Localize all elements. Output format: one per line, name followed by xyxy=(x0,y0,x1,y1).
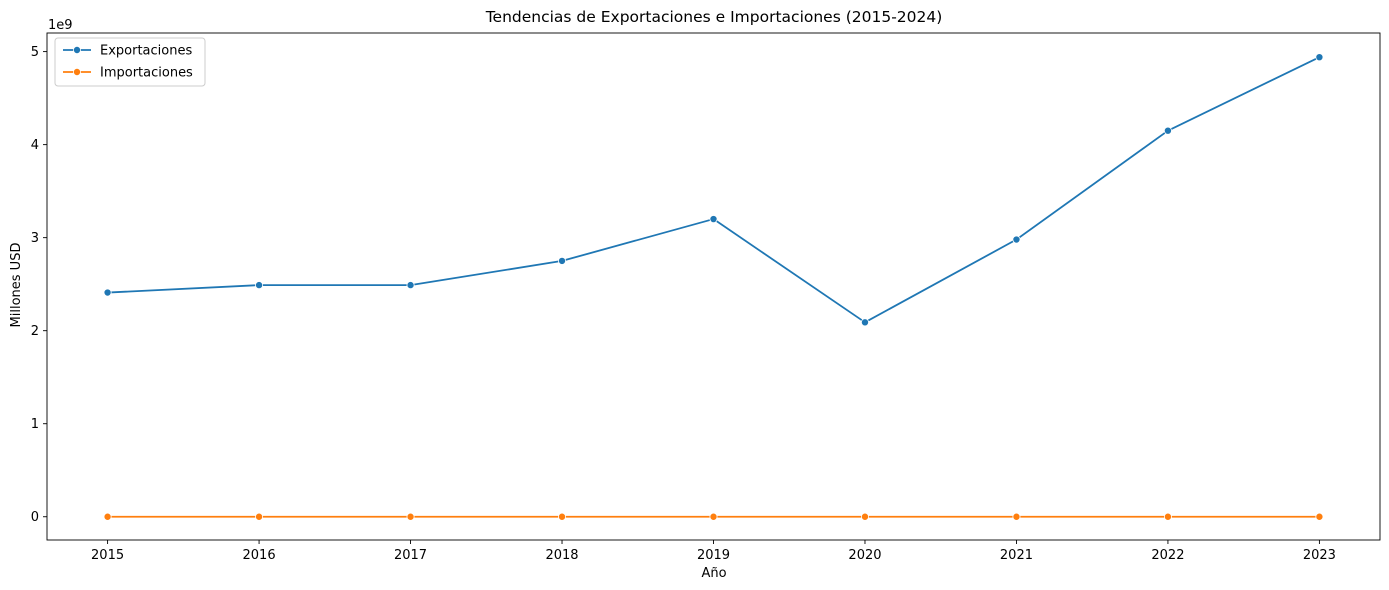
data-point-exportaciones xyxy=(1163,126,1172,135)
data-point-importaciones xyxy=(406,512,415,521)
y-tick-label: 4 xyxy=(31,138,39,153)
legend-marker-importaciones xyxy=(73,68,82,77)
legend-label-exportaciones: Exportaciones xyxy=(100,44,192,59)
x-tick-label: 2015 xyxy=(91,548,124,563)
y-tick-label: 3 xyxy=(31,231,39,246)
legend-marker-exportaciones xyxy=(73,46,82,55)
x-tick-label: 2017 xyxy=(394,548,427,563)
y-tick-label: 5 xyxy=(31,45,39,60)
legend-label-importaciones: Importaciones xyxy=(100,66,193,81)
x-tick-label: 2020 xyxy=(848,548,881,563)
data-point-importaciones xyxy=(860,512,869,521)
data-point-importaciones xyxy=(709,512,718,521)
data-point-exportaciones xyxy=(1012,235,1021,244)
y-axis-label: Millones USD xyxy=(9,243,24,328)
y-tick-label: 0 xyxy=(31,510,39,525)
data-point-exportaciones xyxy=(1315,53,1324,62)
data-point-exportaciones xyxy=(709,215,718,224)
data-point-exportaciones xyxy=(255,281,264,290)
legend: Exportaciones Importaciones xyxy=(54,37,206,87)
data-point-importaciones xyxy=(103,512,112,521)
y-tick-label: 1 xyxy=(31,417,39,432)
axes: 2015 2016 2017 2018 2019 2020 2021 2022 2023 0 1 2 3… xyxy=(31,45,1336,563)
x-tick-label: 2023 xyxy=(1303,548,1336,563)
data-point-exportaciones xyxy=(406,281,415,290)
x-tick-label: 2022 xyxy=(1151,548,1184,563)
x-tick-label: 2021 xyxy=(1000,548,1033,563)
legend-box xyxy=(54,37,206,87)
chart-title: Tendencias de Exportaciones e Importacio… xyxy=(485,8,943,26)
y-tick-label: 2 xyxy=(31,324,39,339)
x-tick-label: 2019 xyxy=(697,548,730,563)
data-point-importaciones xyxy=(255,512,264,521)
x-tick-label: 2016 xyxy=(243,548,276,563)
data-point-importaciones xyxy=(558,512,567,521)
data-point-importaciones xyxy=(1163,512,1172,521)
series-layer xyxy=(103,53,1324,521)
data-point-importaciones xyxy=(1012,512,1021,521)
data-point-importaciones xyxy=(1315,512,1324,521)
x-axis-label: Año xyxy=(701,566,726,581)
data-point-exportaciones xyxy=(558,256,567,265)
x-tick-label: 2018 xyxy=(545,548,578,563)
y-axis-offset-label: 1e9 xyxy=(48,18,73,33)
series-line-exportaciones xyxy=(107,56,1320,324)
data-point-exportaciones xyxy=(860,318,869,327)
data-point-exportaciones xyxy=(103,288,112,297)
